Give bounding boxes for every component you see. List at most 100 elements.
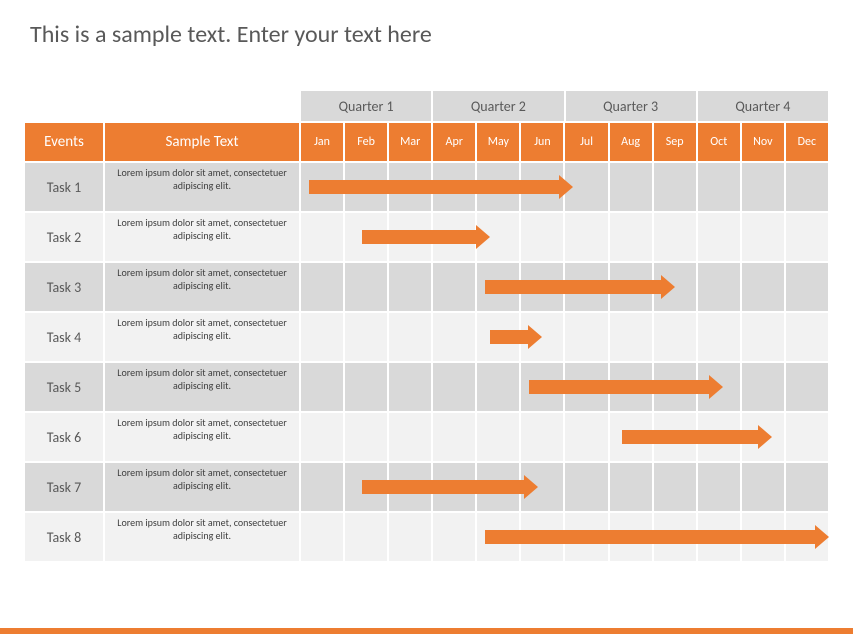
timeline-month-cell — [785, 212, 829, 262]
task-timeline — [300, 412, 829, 462]
timeline-month-cell — [697, 312, 741, 362]
timeline-month-cell — [697, 162, 741, 212]
timeline-month-cell — [476, 362, 520, 412]
timeline-month-cell — [432, 262, 476, 312]
timeline-month-cell — [697, 462, 741, 512]
timeline-month-cell — [785, 412, 829, 462]
task-name-cell: Task 3 — [24, 262, 104, 312]
task-desc-cell: Lorem ipsum dolor sit amet, consectetuer… — [104, 412, 300, 462]
gantt-arrow-head-icon — [476, 225, 490, 249]
gantt-arrow-head-icon — [661, 275, 675, 299]
timeline-month-cell — [564, 312, 608, 362]
timeline-month-cell — [432, 312, 476, 362]
gantt-arrow — [485, 530, 829, 544]
task-timeline — [300, 362, 829, 412]
task-row: Task 1Lorem ipsum dolor sit amet, consec… — [24, 162, 829, 212]
timeline-month-cell — [741, 212, 785, 262]
timeline-month-cell — [300, 212, 344, 262]
task-row: Task 6Lorem ipsum dolor sit amet, consec… — [24, 412, 829, 462]
timeline-month-cell — [741, 312, 785, 362]
timeline-month-cell — [564, 462, 608, 512]
timeline-month-cell — [741, 162, 785, 212]
gantt-arrow-body — [362, 480, 524, 494]
gantt-arrow — [362, 230, 490, 244]
quarter-cell: Quarter 1 — [300, 90, 432, 122]
timeline-month-cell — [300, 462, 344, 512]
task-name-cell: Task 1 — [24, 162, 104, 212]
timeline-month-cell — [785, 362, 829, 412]
task-name-cell: Task 5 — [24, 362, 104, 412]
timeline-month-cell — [653, 462, 697, 512]
page-title: This is a sample text. Enter your text h… — [0, 0, 853, 49]
task-row: Task 5Lorem ipsum dolor sit amet, consec… — [24, 362, 829, 412]
task-timeline — [300, 162, 829, 212]
gantt-arrow — [362, 480, 538, 494]
task-rows-container: Task 1Lorem ipsum dolor sit amet, consec… — [24, 162, 829, 562]
gantt-arrow — [309, 180, 574, 194]
task-timeline — [300, 312, 829, 362]
task-timeline — [300, 462, 829, 512]
timeline-month-cell — [741, 362, 785, 412]
month-header-row: Events Sample Text Jan Feb Mar Apr May J… — [24, 122, 829, 162]
task-desc-cell: Lorem ipsum dolor sit amet, consectetuer… — [104, 362, 300, 412]
timeline-month-cell — [344, 412, 388, 462]
timeline-month-cell — [785, 262, 829, 312]
gantt-arrow-body — [362, 230, 476, 244]
header-month: Nov — [741, 122, 785, 162]
timeline-month-cell — [300, 362, 344, 412]
gantt-arrow — [485, 280, 675, 294]
timeline-month-cell — [564, 412, 608, 462]
gantt-arrow-head-icon — [815, 525, 829, 549]
timeline-month-cell — [432, 512, 476, 562]
gantt-arrow-head-icon — [709, 375, 723, 399]
task-name-cell: Task 2 — [24, 212, 104, 262]
timeline-month-cell — [388, 262, 432, 312]
timeline-month-cell — [653, 212, 697, 262]
timeline-month-cell — [520, 412, 564, 462]
timeline-month-cell — [785, 162, 829, 212]
gantt-arrow-body — [490, 330, 529, 344]
task-row: Task 2Lorem ipsum dolor sit amet, consec… — [24, 212, 829, 262]
header-month: Jul — [564, 122, 608, 162]
timeline-month-cell — [785, 312, 829, 362]
timeline-month-cell — [609, 312, 653, 362]
header-month: Oct — [697, 122, 741, 162]
task-timeline — [300, 512, 829, 562]
timeline-month-cell — [741, 262, 785, 312]
timeline-month-cell — [609, 162, 653, 212]
header-month: Jan — [300, 122, 344, 162]
timeline-month-cell — [476, 412, 520, 462]
timeline-month-cell — [388, 412, 432, 462]
header-month: Mar — [388, 122, 432, 162]
task-desc-cell: Lorem ipsum dolor sit amet, consectetuer… — [104, 212, 300, 262]
timeline-month-cell — [432, 362, 476, 412]
timeline-month-cell — [741, 462, 785, 512]
timeline-month-cell — [344, 262, 388, 312]
timeline-month-cell — [520, 212, 564, 262]
timeline-month-cell — [609, 212, 653, 262]
task-timeline — [300, 212, 829, 262]
timeline-month-cell — [344, 312, 388, 362]
header-month: Dec — [785, 122, 829, 162]
quarter-cell: Quarter 4 — [697, 90, 829, 122]
gantt-arrow-body — [622, 430, 758, 444]
header-month: Sep — [653, 122, 697, 162]
timeline-month-cell — [564, 212, 608, 262]
timeline-month-cell — [432, 412, 476, 462]
gantt-arrow-body — [485, 530, 815, 544]
header-month: Apr — [432, 122, 476, 162]
footer-accent-bar — [0, 628, 853, 634]
task-name-cell: Task 6 — [24, 412, 104, 462]
gantt-arrow-body — [485, 280, 661, 294]
timeline-month-cell — [653, 162, 697, 212]
gantt-arrow-head-icon — [528, 325, 542, 349]
gantt-arrow-body — [529, 380, 709, 394]
gantt-chart: Quarter 1 Quarter 2 Quarter 3 Quarter 4 … — [24, 90, 829, 562]
timeline-month-cell — [388, 362, 432, 412]
gantt-arrow-head-icon — [758, 425, 772, 449]
quarter-header-row: Quarter 1 Quarter 2 Quarter 3 Quarter 4 — [24, 90, 829, 122]
gantt-arrow — [490, 330, 543, 344]
task-row: Task 4Lorem ipsum dolor sit amet, consec… — [24, 312, 829, 362]
task-desc-cell: Lorem ipsum dolor sit amet, consectetuer… — [104, 312, 300, 362]
timeline-month-cell — [697, 212, 741, 262]
